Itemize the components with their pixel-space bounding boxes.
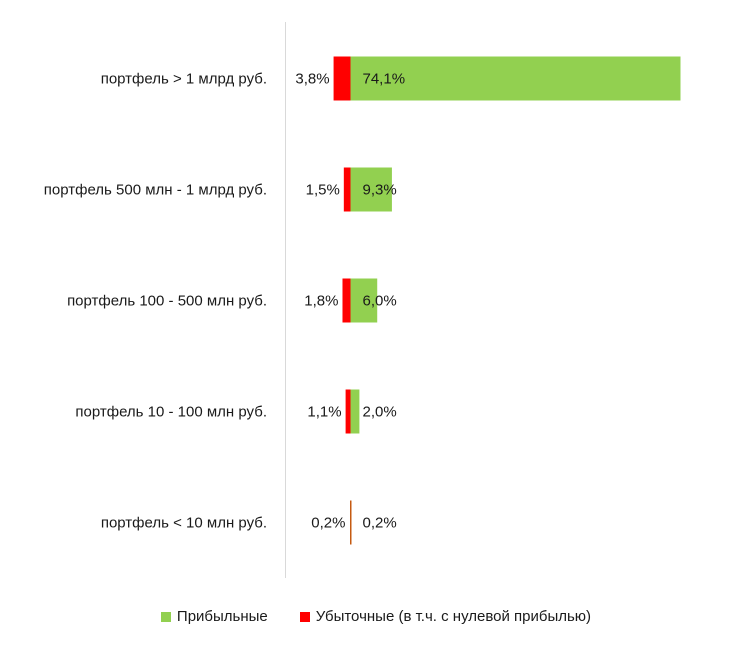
data-label-unprofitable: 1,1%: [307, 404, 341, 421]
bar-unprofitable: [333, 56, 351, 101]
category-label: портфель < 10 млн руб.: [101, 515, 267, 532]
data-label-profitable: 9,3%: [363, 182, 397, 199]
data-label-unprofitable: 3,8%: [295, 71, 329, 88]
legend-label-unprofitable: Убыточные (в т.ч. с нулевой прибылью): [315, 608, 592, 625]
bar-unprofitable: [345, 389, 351, 434]
bar-profitable: [350, 389, 360, 434]
legend-item-unprofitable: Убыточные (в т.ч. с нулевой прибылью): [299, 608, 592, 625]
data-label-profitable: 2,0%: [363, 404, 397, 421]
category-label: портфель > 1 млрд руб.: [101, 71, 267, 88]
legend-item-profitable: Прибыльные: [160, 608, 268, 625]
bar-unprofitable: [343, 167, 351, 212]
data-label-unprofitable: 0,2%: [311, 515, 345, 532]
data-label-profitable: 0,2%: [363, 515, 397, 532]
chart-svg: портфель > 1 млрд руб. 3,8% 74,1% портфель …: [44, 22, 681, 578]
legend-label-profitable: Прибыльные: [176, 608, 268, 625]
data-label-unprofitable: 1,5%: [306, 182, 340, 199]
legend: Прибыльные Убыточные (в т.ч. с нулевой п…: [0, 608, 752, 625]
data-label-profitable: 6,0%: [363, 293, 397, 310]
legend-swatch-unprofitable: [299, 611, 310, 622]
category-label: портфель 500 млн - 1 млрд руб.: [44, 182, 267, 199]
data-label-unprofitable: 1,8%: [304, 293, 338, 310]
bar-profitable: [350, 278, 378, 323]
bar-unprofitable: [342, 278, 351, 323]
bar-profitable: [350, 167, 392, 212]
data-label-profitable: 74,1%: [363, 71, 406, 88]
legend-swatch-profitable: [160, 611, 171, 622]
bar-thin-marker: [350, 500, 352, 545]
category-label: портфель 100 - 500 млн руб.: [67, 293, 267, 310]
bar-profitable: [350, 56, 681, 101]
category-label: портфель 10 - 100 млн руб.: [75, 404, 267, 421]
